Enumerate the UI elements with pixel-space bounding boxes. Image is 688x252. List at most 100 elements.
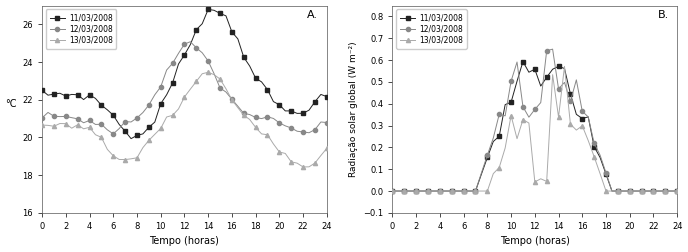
12/03/2008 [495, 113, 504, 116]
13/03/2008 [174, 107, 182, 110]
11/03/2008 [103, 108, 111, 111]
12/03/2008 [269, 117, 277, 120]
11/03/2008 [115, 123, 123, 126]
11/03/2008 [572, 113, 581, 116]
12/03/2008 [507, 80, 515, 83]
12/03/2008 [418, 190, 427, 193]
12/03/2008 [80, 121, 88, 124]
12/03/2008 [620, 190, 628, 193]
11/03/2008 [560, 67, 568, 70]
12/03/2008 [453, 190, 462, 193]
13/03/2008 [548, 73, 557, 76]
12/03/2008 [448, 190, 456, 193]
11/03/2008 [252, 77, 260, 80]
11/03/2008 [186, 43, 195, 46]
11/03/2008 [566, 92, 574, 95]
13/03/2008 [477, 190, 486, 193]
11/03/2008 [109, 114, 118, 117]
13/03/2008 [543, 180, 551, 183]
12/03/2008 [109, 132, 118, 135]
Line: 11/03/2008: 11/03/2008 [40, 7, 329, 141]
12/03/2008 [466, 190, 474, 193]
13/03/2008 [400, 190, 409, 193]
12/03/2008 [519, 105, 527, 108]
12/03/2008 [655, 190, 663, 193]
13/03/2008 [121, 158, 129, 161]
12/03/2008 [638, 190, 646, 193]
11/03/2008 [620, 190, 628, 193]
13/03/2008 [495, 166, 504, 169]
12/03/2008 [74, 117, 82, 120]
11/03/2008 [269, 100, 277, 103]
12/03/2008 [560, 81, 568, 84]
11/03/2008 [507, 101, 515, 104]
13/03/2008 [269, 142, 277, 145]
Line: 13/03/2008: 13/03/2008 [390, 64, 679, 193]
13/03/2008 [519, 118, 527, 121]
13/03/2008 [442, 190, 450, 193]
13/03/2008 [222, 87, 230, 90]
12/03/2008 [548, 48, 557, 51]
13/03/2008 [638, 190, 646, 193]
12/03/2008 [311, 128, 319, 131]
12/03/2008 [471, 190, 480, 193]
12/03/2008 [584, 115, 592, 118]
13/03/2008 [275, 150, 283, 153]
11/03/2008 [412, 190, 420, 193]
13/03/2008 [525, 121, 533, 124]
12/03/2008 [293, 130, 301, 133]
13/03/2008 [466, 190, 474, 193]
13/03/2008 [109, 154, 118, 157]
13/03/2008 [299, 165, 308, 168]
13/03/2008 [257, 132, 266, 135]
12/03/2008 [62, 115, 70, 118]
11/03/2008 [643, 190, 652, 193]
11/03/2008 [632, 190, 640, 193]
12/03/2008 [186, 40, 195, 43]
13/03/2008 [162, 115, 171, 118]
12/03/2008 [127, 120, 135, 123]
11/03/2008 [127, 137, 135, 140]
11/03/2008 [97, 104, 105, 107]
13/03/2008 [115, 158, 123, 161]
13/03/2008 [572, 129, 581, 132]
12/03/2008 [97, 123, 105, 126]
12/03/2008 [210, 72, 218, 75]
11/03/2008 [74, 93, 82, 96]
11/03/2008 [555, 65, 563, 68]
13/03/2008 [555, 116, 563, 119]
11/03/2008 [424, 190, 432, 193]
13/03/2008 [92, 133, 100, 136]
11/03/2008 [483, 156, 491, 159]
13/03/2008 [608, 190, 616, 193]
11/03/2008 [548, 68, 557, 71]
12/03/2008 [121, 120, 129, 123]
12/03/2008 [572, 78, 581, 81]
13/03/2008 [406, 190, 414, 193]
Y-axis label: Radiação solar global (W m⁻²): Radiação solar global (W m⁻²) [349, 41, 358, 177]
12/03/2008 [67, 116, 76, 119]
12/03/2008 [483, 154, 491, 157]
13/03/2008 [264, 133, 272, 136]
11/03/2008 [204, 8, 213, 11]
11/03/2008 [477, 173, 486, 176]
12/03/2008 [406, 190, 414, 193]
11/03/2008 [293, 112, 301, 115]
11/03/2008 [638, 190, 646, 193]
11/03/2008 [151, 121, 159, 124]
13/03/2008 [234, 106, 242, 109]
12/03/2008 [299, 131, 308, 134]
13/03/2008 [501, 146, 509, 149]
13/03/2008 [388, 190, 396, 193]
12/03/2008 [281, 124, 290, 127]
11/03/2008 [596, 156, 604, 159]
12/03/2008 [246, 113, 254, 116]
13/03/2008 [62, 122, 70, 125]
12/03/2008 [50, 115, 58, 118]
13/03/2008 [74, 123, 82, 126]
11/03/2008 [287, 109, 295, 112]
12/03/2008 [412, 190, 420, 193]
11/03/2008 [234, 37, 242, 40]
13/03/2008 [661, 190, 669, 193]
Legend: 11/03/2008, 12/03/2008, 13/03/2008: 11/03/2008, 12/03/2008, 13/03/2008 [46, 9, 116, 49]
